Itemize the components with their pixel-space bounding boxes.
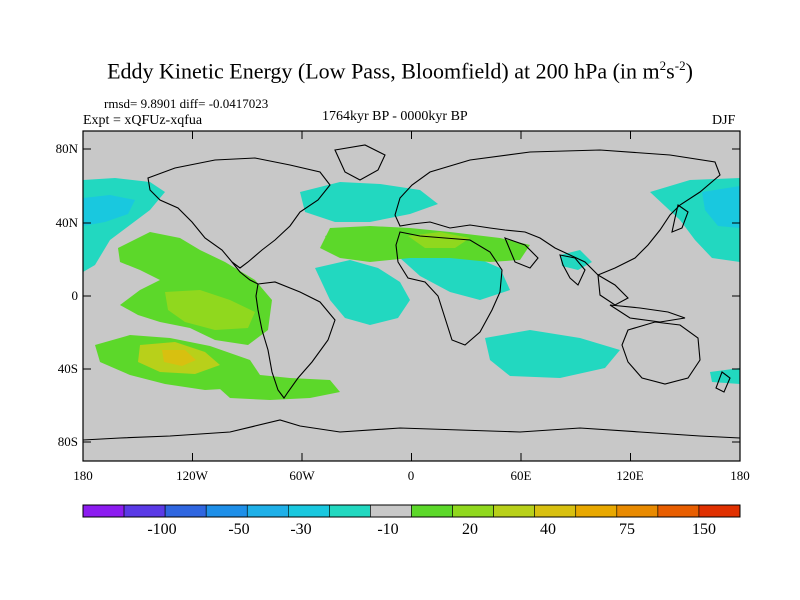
coast-new-zealand bbox=[715, 371, 731, 393]
colorbar-swatch bbox=[616, 504, 659, 518]
colorbar-label-2: -50 bbox=[228, 521, 250, 538]
contour-satl bbox=[315, 260, 410, 325]
colorbar-swatch bbox=[370, 504, 412, 518]
colorbar-label-1: -100 bbox=[147, 521, 177, 538]
colorbar-swatch bbox=[82, 504, 125, 518]
lon-label-120e: 120E bbox=[616, 468, 644, 483]
coast-central-america bbox=[231, 261, 259, 285]
plot-title: Eddy Kinetic Energy (Low Pass, Bloomfiel… bbox=[0, 58, 800, 84]
stats-line: rmsd= 9.8901 diff= -0.0417023 bbox=[104, 96, 269, 111]
title-sup-2: -2 bbox=[674, 58, 686, 73]
coast-indonesia bbox=[609, 304, 686, 323]
contour-pac-south-peak bbox=[162, 350, 196, 366]
lat-label-0: 0 bbox=[71, 288, 79, 303]
title-main: Eddy Kinetic Energy (Low Pass, Bloomfiel… bbox=[107, 58, 660, 84]
colorbar-swatch bbox=[123, 504, 166, 518]
contour-nwpac-core bbox=[702, 186, 740, 228]
coast-japan bbox=[671, 204, 689, 233]
colorbar-label-8: 150 bbox=[692, 521, 716, 538]
lat-label-80n: 80N bbox=[55, 141, 78, 156]
colorbar-swatch bbox=[575, 504, 618, 518]
coast-south-america bbox=[255, 281, 336, 399]
title-sup-1: 2 bbox=[659, 58, 667, 73]
coast-antarctica bbox=[83, 419, 740, 441]
coast-north-america bbox=[147, 157, 331, 269]
coast-india bbox=[559, 254, 586, 286]
coast-greenland bbox=[334, 144, 386, 181]
colorbar-swatch bbox=[205, 504, 248, 518]
colorbar-swatch bbox=[164, 504, 207, 518]
coast-arabia bbox=[504, 237, 539, 269]
colorbar-swatch bbox=[698, 504, 741, 518]
lat-label-40n: 40N bbox=[55, 215, 78, 230]
contour-samer-band bbox=[210, 374, 340, 400]
title-mid: s bbox=[666, 58, 675, 84]
lat-label-80s: 80S bbox=[57, 434, 78, 449]
colorbar-swatch bbox=[246, 504, 289, 518]
colorbar-swatch bbox=[329, 504, 371, 518]
lat-label-40s: 40S bbox=[57, 361, 78, 376]
lon-label-0: 0 bbox=[407, 468, 415, 483]
colorbar-swatch bbox=[411, 504, 453, 518]
coast-eurasia bbox=[394, 149, 721, 276]
experiment-label: Expt = xQFUz-xqfua bbox=[83, 113, 203, 128]
colorbar-swatch bbox=[452, 504, 494, 518]
colorbar-swatch bbox=[493, 504, 535, 518]
coast-se-asia bbox=[597, 273, 629, 306]
colorbar-swatch bbox=[657, 504, 700, 518]
lon-label-60w: 60W bbox=[289, 468, 315, 483]
coast-africa bbox=[395, 231, 503, 346]
lat-ticks bbox=[83, 148, 740, 443]
colorbar-label-5: 20 bbox=[462, 521, 478, 538]
contour-sepac-small bbox=[710, 368, 740, 384]
colorbar-label-3: -30 bbox=[290, 521, 312, 538]
season-label: DJF bbox=[712, 113, 736, 128]
colorbar-swatch bbox=[534, 504, 577, 518]
coastlines bbox=[83, 144, 740, 441]
coast-australia bbox=[621, 321, 701, 385]
contour-fields bbox=[83, 178, 740, 400]
lon-label-60e: 60E bbox=[510, 468, 532, 483]
colorbar-frame bbox=[82, 504, 741, 518]
colorbar-label-4: -10 bbox=[377, 521, 399, 538]
contour-indian-so bbox=[485, 330, 620, 378]
colorbar-label-7: 75 bbox=[619, 521, 635, 538]
colorbar-label-6: 40 bbox=[540, 521, 556, 538]
lon-ticks bbox=[82, 131, 741, 461]
period-label: 1764kyr BP - 0000kyr BP bbox=[322, 109, 468, 124]
contour-npac-west-core bbox=[83, 195, 135, 226]
lon-label-180e: 180 bbox=[730, 468, 750, 483]
title-end: ) bbox=[685, 58, 693, 84]
lon-label-180w: 180 bbox=[73, 468, 93, 483]
contour-natl bbox=[300, 182, 438, 222]
contour-pac-trop-core bbox=[165, 290, 255, 330]
colorbar bbox=[82, 504, 741, 518]
lon-label-120w: 120W bbox=[176, 468, 208, 483]
colorbar-swatch bbox=[288, 504, 330, 518]
contour-atl-band bbox=[325, 230, 360, 250]
